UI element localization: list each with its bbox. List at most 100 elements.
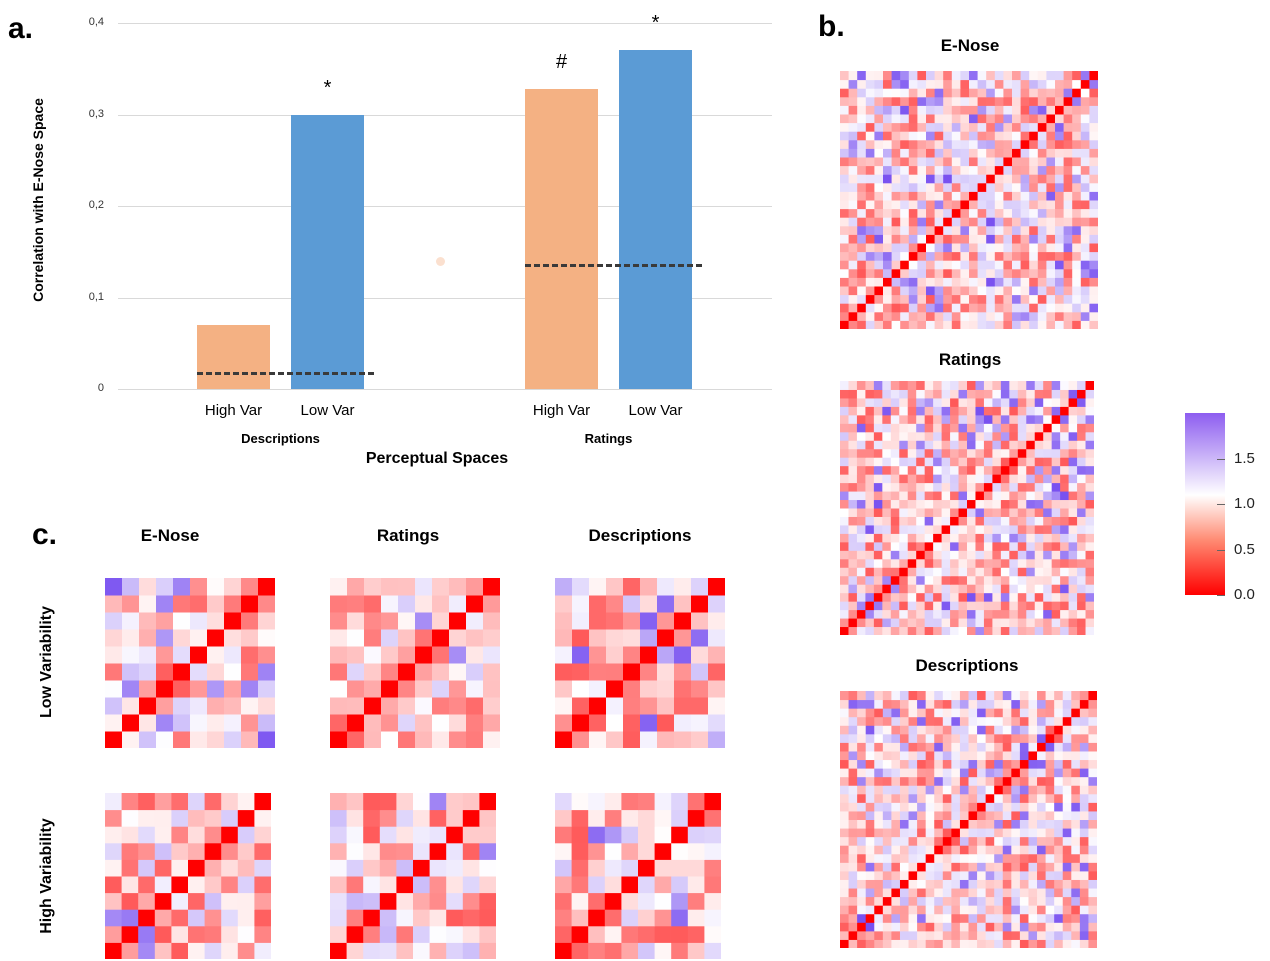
heatmap-cell [604,826,622,844]
heatmap-cell [1003,182,1013,192]
heatmap-cell [985,939,995,948]
heatmap-cell [951,303,961,313]
heatmap-cell [1012,243,1022,253]
heatmap-cell [917,939,927,948]
heatmap-cell [156,612,174,630]
heatmap-cell [1037,699,1047,709]
heatmap-cell [994,286,1004,296]
heatmap-cell [122,595,140,613]
heatmap-cell [950,609,960,619]
heatmap-cell [1012,268,1022,278]
heatmap-cell [1037,277,1047,287]
heatmap-cell [857,922,867,932]
heatmap-cell [1028,699,1038,709]
heatmap-cell [983,626,993,635]
heatmap-cell [1012,182,1022,192]
heatmap-cell [1045,691,1055,701]
heatmap-cell [479,909,496,927]
heatmap-cell [865,819,875,829]
heatmap-cell [479,942,496,959]
heatmap-cell [857,225,867,235]
heatmap-cell [958,541,968,551]
heatmap-cell [856,474,866,484]
heatmap-cell [1019,828,1029,838]
heatmap-cell [1068,448,1078,458]
heatmap-cell [204,809,222,827]
heatmap-matrix [555,578,725,748]
heatmap-cell [1029,165,1039,175]
heatmap-cell [1009,575,1019,585]
heatmap-cell [933,499,943,509]
heatmap-cell [555,714,573,732]
heatmap-cell [840,440,849,450]
heatmap-matrix [840,71,1098,329]
heatmap-cell [960,217,970,227]
panel-c-row-high-variability: High Variability [38,818,55,934]
heatmap-cell [446,842,464,860]
heatmap-cell [865,618,875,628]
heatmap-cell [959,768,969,778]
heatmap-cell [925,810,935,820]
heatmap-cell [968,930,978,940]
heatmap-cell [874,268,884,278]
heatmap-cell [154,793,172,811]
heatmap-cell [873,618,883,628]
heatmap-cell [857,114,867,124]
heatmap-cell [969,286,979,296]
heatmap-cell [415,680,433,698]
heatmap-cell [865,381,875,390]
heatmap-cell [1000,381,1010,390]
heatmap-cell [865,260,875,270]
heatmap-cell [674,697,692,715]
heatmap-cell [1068,618,1078,628]
heatmap-cell [856,440,866,450]
heatmap-cell [121,793,139,811]
heatmap-cell [975,423,985,433]
heatmap-cell [986,225,996,235]
heatmap-cell [917,268,927,278]
heatmap-cell [874,200,884,210]
heatmap-cell [139,612,157,630]
heatmap-cell [1060,423,1070,433]
heatmap-cell [1089,311,1098,321]
heatmap-cell [865,122,875,132]
heatmap-cell [671,892,689,910]
heatmap-cell [840,165,850,175]
heatmap-cell [330,876,348,894]
heatmap-cell [857,122,867,132]
heatmap-cell [986,208,996,218]
heatmap-cell [623,663,641,681]
heatmap-cell [1000,508,1010,517]
heatmap-cell [958,626,968,635]
heatmap-cell [983,567,993,577]
heatmap-cell [1080,174,1090,184]
heatmap-cell [1054,939,1064,948]
heatmap-cell [891,802,901,812]
heatmap-cell [882,930,892,940]
heatmap-cell [1029,208,1039,218]
heatmap-cell [1019,802,1029,812]
heatmap-cell [1043,618,1053,628]
heatmap-cell [138,809,156,827]
heatmap-cell [882,759,892,769]
heatmap-cell [882,381,892,390]
heatmap-cell [840,474,849,484]
heatmap-cell [968,905,978,915]
heatmap-cell [1062,759,1072,769]
heatmap-cell [934,277,944,287]
heatmap-cell [882,768,892,778]
category-label: Low Var [628,402,683,419]
heatmap-cell [977,870,987,880]
heatmap-cell [983,575,993,585]
heatmap-cell [1003,148,1013,158]
heatmap-cell [1011,810,1021,820]
heatmap-cell [891,208,901,218]
heatmap-cell [1017,381,1027,390]
heatmap-cell [924,541,934,551]
heatmap-cell [985,930,995,940]
heatmap-cell [916,381,926,390]
heatmap-cell [882,785,892,795]
heatmap-cell [207,663,225,681]
heatmap-cell [934,853,944,863]
heatmap-cell [379,826,397,844]
